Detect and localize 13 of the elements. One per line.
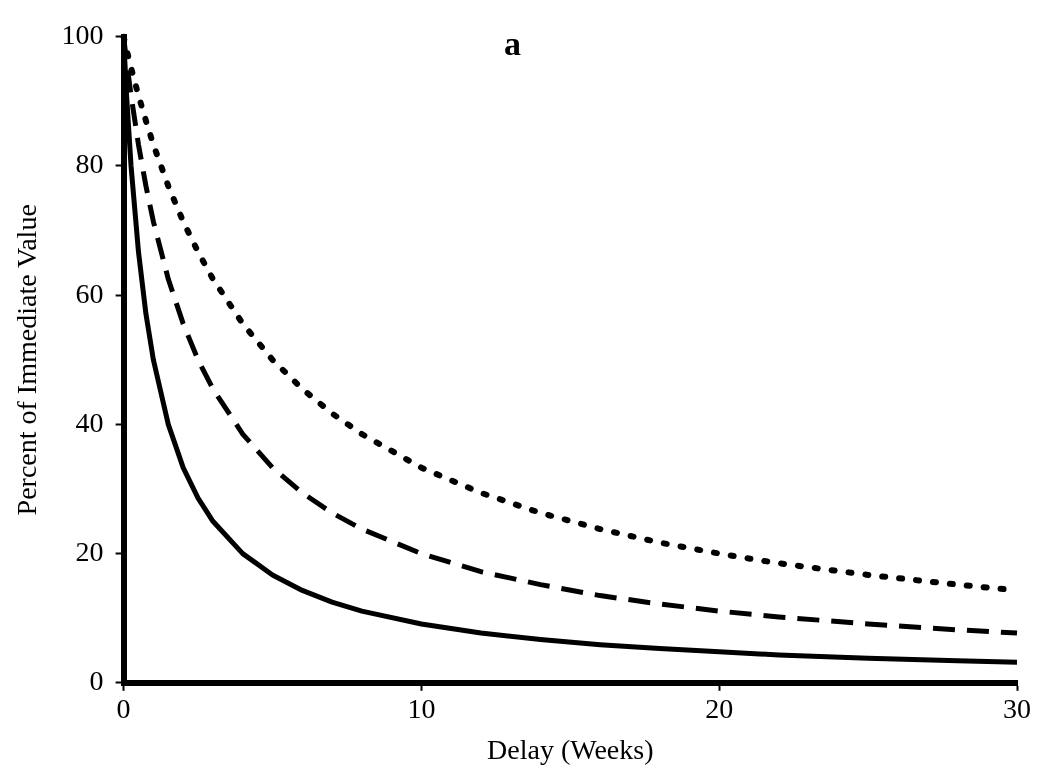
- y-tick-label: 40: [75, 406, 104, 438]
- x-axis-title: Delay (Weeks): [487, 733, 654, 765]
- y-tick-label: 0: [89, 665, 104, 697]
- chart-title: a: [504, 25, 521, 63]
- y-tick-label: 20: [75, 535, 104, 567]
- x-tick-label: 30: [1003, 692, 1031, 724]
- y-tick-label: 100: [61, 19, 104, 51]
- y-tick-label: 80: [75, 148, 104, 180]
- x-tick-label: 0: [116, 692, 131, 724]
- x-tick-label: 10: [407, 692, 436, 724]
- y-axis-title: Percent of Immediate Value: [11, 204, 43, 516]
- y-tick-label: 60: [75, 277, 104, 309]
- x-tick-label: 20: [705, 692, 734, 724]
